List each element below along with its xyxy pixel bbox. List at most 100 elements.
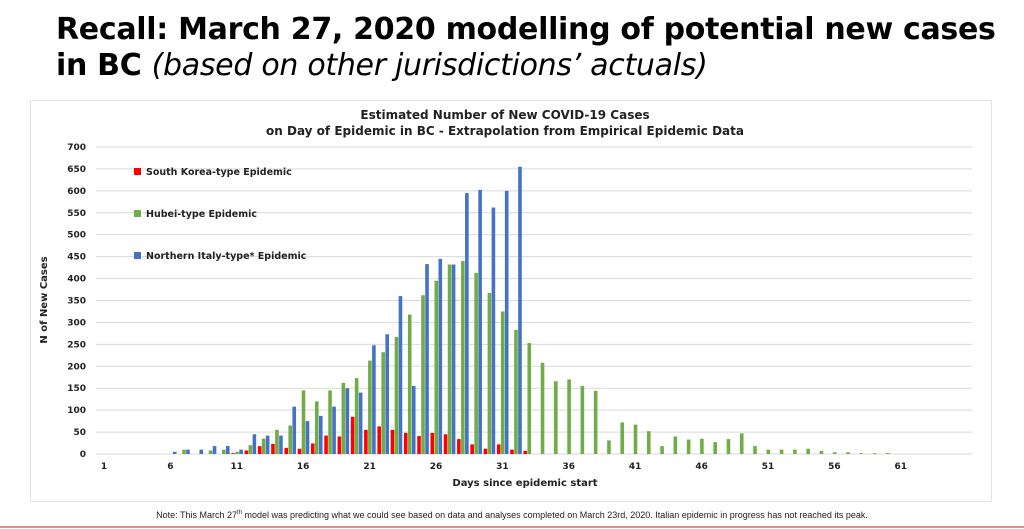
bar [350, 416, 355, 454]
bar [518, 166, 522, 454]
y-tick-label: 300 [67, 318, 86, 328]
y-axis-label: N of New Cases [39, 256, 50, 343]
bar [457, 439, 461, 454]
bar [478, 189, 482, 455]
x-tick-label: 6 [167, 462, 173, 472]
bar [806, 448, 810, 454]
bar [527, 343, 532, 454]
divider-line [0, 526, 1024, 528]
bar [779, 449, 784, 454]
bar [261, 438, 266, 454]
bar [403, 432, 408, 454]
y-tick-label: 100 [67, 406, 86, 416]
bar [646, 431, 651, 454]
x-tick-label: 16 [297, 462, 310, 472]
bar [686, 439, 691, 454]
bar [425, 264, 429, 454]
bar [310, 443, 315, 454]
bar [208, 450, 213, 454]
x-tick-label: 46 [695, 462, 708, 472]
bar [496, 444, 501, 454]
title-main: Recall: March 27, 2020 modelling of pote… [56, 12, 996, 83]
bar [417, 436, 421, 454]
bar [288, 425, 293, 454]
x-tick-label: 51 [762, 462, 775, 472]
bar [580, 386, 585, 454]
bar [633, 424, 638, 454]
bar [265, 435, 270, 454]
bar [172, 451, 177, 454]
legend-label: Northern Italy-type* Epidemic [146, 251, 306, 262]
x-axis-label: Days since epidemic start [452, 478, 597, 489]
bar [739, 433, 744, 454]
y-tick-label: 700 [67, 143, 86, 153]
y-tick-label: 400 [67, 275, 86, 285]
bar [358, 392, 363, 454]
bar [447, 264, 452, 454]
bar [248, 445, 253, 454]
x-tick-label: 31 [496, 462, 509, 472]
bar [483, 448, 488, 454]
bar [275, 429, 279, 454]
bar [354, 378, 359, 454]
bar [252, 434, 257, 454]
bar [504, 190, 509, 454]
bar [540, 362, 545, 454]
bar [411, 386, 416, 454]
x-tick-label: 21 [363, 462, 376, 472]
bar [430, 432, 435, 454]
bar [398, 296, 403, 454]
bar [381, 352, 385, 454]
bar [726, 439, 731, 454]
bar [297, 448, 302, 454]
bar [487, 293, 492, 454]
x-tick-label: 26 [430, 462, 443, 472]
bar [390, 429, 395, 454]
bar [368, 360, 372, 454]
bar [284, 447, 289, 454]
bar [673, 436, 678, 454]
bar [510, 449, 514, 454]
y-tick-label: 650 [67, 165, 86, 175]
legend-swatch [134, 168, 141, 175]
legend-swatch [134, 252, 141, 259]
x-tick-label: 36 [563, 462, 576, 472]
y-tick-label: 0 [80, 450, 86, 460]
bar [872, 453, 877, 454]
bar [593, 390, 598, 454]
note-text-rest: model was predicting what we could see b… [242, 510, 868, 520]
bar [305, 421, 310, 454]
x-tick-label: 61 [895, 462, 908, 472]
bar [324, 435, 328, 454]
bar [328, 390, 332, 454]
x-tick-label: 11 [231, 462, 244, 472]
bar [500, 311, 505, 454]
y-tick-label: 550 [67, 209, 86, 219]
legend-label: Hubei-type Epidemic [146, 209, 257, 220]
y-tick-label: 50 [73, 428, 86, 438]
y-tick-label: 200 [67, 362, 86, 372]
legend-label: South Korea-type Epidemic [146, 167, 292, 178]
bar [345, 388, 350, 454]
bar [859, 453, 864, 454]
bar [407, 314, 412, 454]
bar [421, 295, 425, 454]
footnote: Note: This March 27th model was predicti… [0, 510, 1024, 520]
bar [318, 415, 323, 454]
bar [514, 329, 518, 454]
bar [314, 401, 319, 454]
bar [819, 450, 824, 454]
bar [394, 336, 399, 454]
bar [461, 261, 465, 454]
y-tick-label: 600 [67, 187, 86, 197]
bar [212, 446, 217, 454]
bar [244, 450, 249, 454]
bar [660, 446, 664, 454]
chart-title-line2: on Day of Epidemic in BC - Extrapolation… [266, 124, 744, 138]
bar [226, 446, 230, 454]
bar [846, 452, 850, 454]
bar [199, 449, 204, 454]
bar [235, 451, 239, 454]
bar [567, 379, 571, 454]
